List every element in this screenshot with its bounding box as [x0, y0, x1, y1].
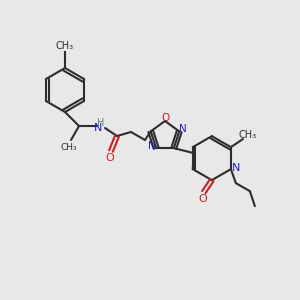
Text: CH₃: CH₃	[61, 143, 77, 152]
Text: N: N	[94, 123, 102, 133]
Text: O: O	[161, 113, 169, 123]
Text: CH₃: CH₃	[239, 130, 257, 140]
Text: O: O	[198, 194, 207, 204]
Text: N: N	[232, 163, 240, 173]
Text: O: O	[106, 153, 114, 163]
Text: N: N	[179, 124, 187, 134]
Text: N: N	[148, 141, 156, 151]
Text: H: H	[97, 118, 105, 128]
Text: CH₃: CH₃	[56, 41, 74, 51]
